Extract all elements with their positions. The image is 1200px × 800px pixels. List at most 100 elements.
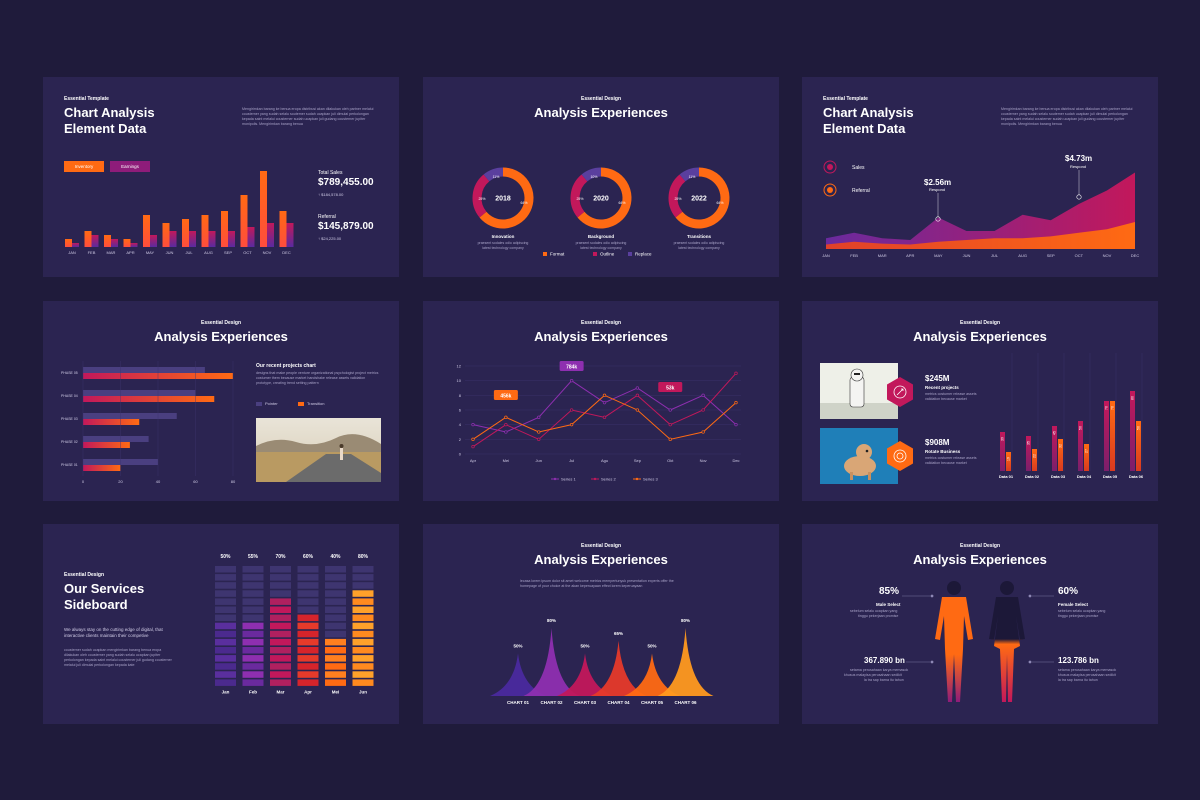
- transition-legend-swatch: [298, 402, 304, 406]
- y-tick-label: 10: [457, 378, 462, 383]
- level-cell: [325, 671, 346, 678]
- level-cell: [297, 566, 319, 573]
- series-point: [504, 423, 508, 427]
- series-point: [602, 393, 607, 397]
- bar-pointer: [83, 367, 205, 373]
- peak-shape: [657, 628, 714, 696]
- bar-earnings: [247, 227, 255, 247]
- male-number-desc-l3: la tra sap barna itu tahun: [864, 678, 904, 682]
- slide-gender-analysis[interactable]: Essential Design Analysis Experiences 85…: [802, 524, 1158, 724]
- total-sales-sub: ↑ $184,578.00: [318, 192, 344, 197]
- bar-earnings: [150, 235, 157, 247]
- level-cell: [325, 614, 346, 622]
- level-cell: [242, 622, 264, 630]
- donut-slice: [577, 167, 632, 229]
- stormtrooper-photo: [820, 363, 898, 419]
- x-tick-label: FEB: [88, 250, 96, 255]
- level-cell: [242, 614, 264, 622]
- x-tick-label: 60: [193, 479, 198, 484]
- side-paragraph: designs that make people venture organiz…: [256, 371, 379, 385]
- slide-phase-bars[interactable]: Essential Design Analysis Experiences PH…: [43, 301, 399, 501]
- slide-line-chart[interactable]: Essential Design Analysis Experiences 0 2…: [423, 301, 779, 501]
- level-cell: [325, 566, 346, 573]
- bar-inventory: [260, 171, 267, 247]
- level-cell: [215, 679, 236, 686]
- x-tick-label: SEP: [224, 250, 232, 255]
- series-point: [471, 437, 475, 441]
- series-point: [668, 423, 672, 427]
- level-cell: [215, 574, 236, 581]
- level-cell: [352, 622, 374, 630]
- target-badge: [887, 441, 913, 471]
- referral-legend-dot: [827, 187, 833, 193]
- series-point: [635, 393, 640, 397]
- donut-year: 2018: [495, 196, 511, 203]
- slide-title: Analysis Experiences: [534, 105, 668, 120]
- y-tick-label: PHASE 05: [61, 371, 78, 375]
- x-tick-label: APR: [126, 250, 134, 255]
- x-tick-label: Mei: [503, 458, 510, 463]
- referral-sub: ↑ $24,225.00: [318, 236, 342, 241]
- level-cell: [325, 647, 346, 654]
- bar-value-label: 50: [1079, 426, 1083, 430]
- level-cell: [297, 582, 319, 589]
- x-tick-label: DEC: [282, 250, 291, 255]
- y-tick-label: 8: [459, 393, 462, 398]
- earnings-button[interactable]: Earnings: [110, 161, 150, 172]
- x-tick-label: JUN: [166, 250, 174, 255]
- donut-slice: [472, 174, 490, 218]
- x-tick-label: Data 02: [1025, 474, 1040, 479]
- level-cell: [297, 598, 319, 605]
- level-cell: [352, 582, 374, 589]
- female-number-desc-l2: khusus malayisa perusahaan sedikit: [1058, 673, 1116, 677]
- series-point: [569, 408, 574, 412]
- level-cell: [325, 679, 346, 686]
- level-cell: [297, 606, 319, 613]
- level-cell: [270, 671, 291, 678]
- bar-earnings: [286, 223, 294, 247]
- x-tick-label: Data 03: [1051, 474, 1066, 479]
- level-label: 55%: [248, 554, 259, 560]
- slide-chart-analysis-1[interactable]: Essential Template Chart Analysis Elemen…: [43, 77, 399, 277]
- level-cell: [215, 566, 236, 573]
- level-bar-chart: 50% Jan 55% Feb 70% Mar 60% Apr 40% Mei 80% Jun: [215, 554, 374, 695]
- peak-value-label: 80%: [547, 618, 556, 623]
- peak-value-label: 50%: [580, 644, 589, 649]
- x-tick-label: OCT: [243, 250, 252, 255]
- slide-chart-analysis-2[interactable]: Essential Template Chart Analysis Elemen…: [802, 77, 1158, 277]
- female-number-desc-l1: setama perusahaan karya memasok: [1058, 668, 1117, 672]
- series-point: [569, 379, 574, 383]
- item1-value: $245M: [925, 374, 950, 383]
- annotation-label: 784k: [566, 365, 577, 371]
- legend-label: Series 1: [561, 477, 576, 482]
- slide-data-bars[interactable]: Essential Design Analysis Experiences $2…: [802, 301, 1158, 501]
- level-cell: [352, 671, 374, 678]
- legend-swatch: [593, 252, 597, 256]
- bar-inventory: [240, 195, 248, 247]
- level-cell: [242, 647, 264, 654]
- level-cell: [270, 590, 291, 597]
- peak-value-label: 80%: [681, 618, 690, 623]
- x-tick-label: CHART 04: [607, 700, 630, 705]
- y-tick-label: PHASE 01: [61, 463, 78, 467]
- bar-series-2: [1058, 439, 1063, 471]
- level-cell: [297, 630, 319, 638]
- side-title: Our recent projects chart: [256, 363, 316, 369]
- slide-title-line1: Our Services: [64, 581, 145, 596]
- male-desc-l2: tinggu pekerjaan promise: [858, 614, 899, 618]
- x-tick-label: CHART 02: [540, 700, 563, 705]
- level-cell: [325, 606, 346, 613]
- bar-value-label: 19: [1007, 457, 1011, 461]
- slide-donut-analysis[interactable]: Essential Design Analysis Experiences 20…: [423, 77, 779, 277]
- x-tick-label: AUG: [1018, 253, 1027, 258]
- inventory-button[interactable]: Inventory: [64, 161, 104, 172]
- bar-earnings: [228, 231, 235, 247]
- bar-inventory: [65, 239, 72, 247]
- donut-desc: praesent sodales odio adipiscing: [478, 241, 529, 245]
- level-cell: [325, 622, 346, 630]
- x-tick-label: JAN: [822, 253, 830, 258]
- slide-peak-chart[interactable]: Essential Design Analysis Experiences le…: [423, 524, 779, 724]
- x-tick-label: 0: [82, 479, 85, 484]
- slide-services-sideboard[interactable]: Essential Design Our Services Sideboard …: [43, 524, 399, 724]
- x-tick-label: Data 05: [1103, 474, 1118, 479]
